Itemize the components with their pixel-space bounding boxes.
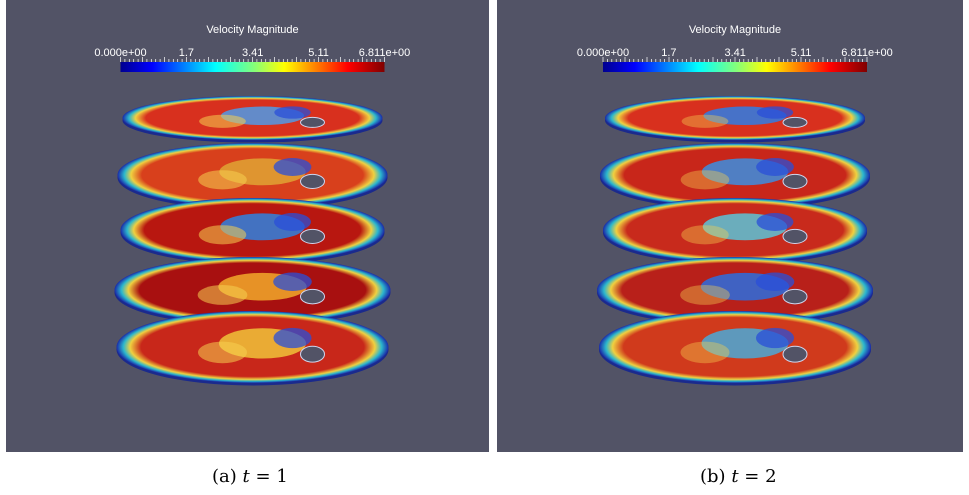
caption-a-eq: = [255, 466, 271, 487]
colorbar: 0.000e+00 1.7 3.41 5.11 6.811e+00 [577, 47, 893, 72]
slice-opening [300, 345, 325, 363]
caption-b-var: t [731, 466, 739, 487]
velocity-slice [122, 96, 383, 143]
flow-region [680, 285, 730, 305]
flow-region [681, 225, 729, 245]
velocity-slice [114, 257, 391, 326]
velocity-slice [120, 198, 385, 265]
velocity-slice [605, 96, 865, 143]
slice-opening [300, 173, 325, 189]
slice-opening [782, 173, 808, 189]
flow-region [274, 213, 311, 231]
colorbar-gradient [120, 62, 385, 72]
slice-opening [782, 345, 808, 363]
velocity-slice [116, 311, 389, 386]
colorbar-tick-label: 0.000e+00 [577, 47, 629, 59]
caption-b: (b) t = 2 [700, 466, 777, 487]
colorbar-tick-label: 3.41 [242, 47, 263, 59]
caption-a-label: (a) [212, 466, 237, 487]
flow-region [198, 170, 247, 190]
colorbar-tick-label: 5.11 [791, 47, 812, 59]
caption-b-value: 2 [765, 466, 777, 487]
colorbar-tick-label: 5.11 [308, 47, 329, 59]
velocity-slice [117, 143, 388, 210]
flow-region [273, 158, 312, 176]
colorbar-tick-label: 6.811e+00 [359, 47, 411, 59]
colorbar-tick-label: 1.7 [661, 47, 676, 59]
colorbar-gradient [603, 62, 867, 72]
panel-t2-visualization: Velocity Magnitude 0.000e+00 1.7 3.41 5.11 6.… [497, 0, 963, 452]
slice-opening [300, 228, 325, 244]
flow-region [680, 341, 730, 364]
flow-region [199, 114, 246, 128]
velocity-slice [600, 143, 870, 210]
slice-opening [300, 288, 325, 305]
flow-region [755, 327, 795, 349]
flow-region [274, 106, 311, 119]
flow-region [756, 213, 794, 231]
flow-region [681, 114, 729, 128]
flow-region [273, 327, 312, 349]
velocity-slices-t1: Velocity Magnitude 0.000e+00 1.7 3.41 5.11 6.… [94, 24, 410, 386]
velocity-slice [599, 311, 871, 386]
colorbar-tick-label: 6.811e+00 [841, 47, 893, 59]
colorbar-tick-label: 3.41 [724, 47, 745, 59]
caption-b-eq: = [744, 466, 760, 487]
colorbar-tick-label: 0.000e+00 [94, 47, 146, 59]
caption-a-value: 1 [276, 466, 288, 487]
slice-opening [300, 116, 325, 128]
slice-opening [782, 116, 808, 128]
colorbar: 0.000e+00 1.7 3.41 5.11 6.811e+00 [94, 47, 410, 72]
flow-region [198, 225, 247, 245]
velocity-slice [597, 257, 873, 326]
slice-opening [782, 228, 808, 244]
flow-region [756, 106, 794, 119]
flow-region [680, 170, 730, 190]
panel-t1-visualization: Velocity Magnitude 0.000e+00 1.7 3.41 5.11 6.… [6, 0, 489, 452]
flow-region [756, 158, 794, 176]
caption-a-var: t [242, 466, 250, 487]
colorbar-title: Velocity Magnitude [206, 24, 298, 36]
flow-region [755, 272, 795, 291]
caption-a: (a) t = 1 [212, 466, 288, 487]
colorbar-title: Velocity Magnitude [689, 24, 781, 36]
flow-region [273, 272, 312, 291]
velocity-slices-t2: Velocity Magnitude 0.000e+00 1.7 3.41 5.11 6.… [577, 24, 893, 386]
colorbar-tick-label: 1.7 [179, 47, 194, 59]
flow-region [198, 341, 247, 364]
flow-region [197, 285, 248, 305]
slice-opening [782, 288, 808, 305]
velocity-slice [603, 198, 867, 265]
caption-b-label: (b) [700, 466, 726, 487]
